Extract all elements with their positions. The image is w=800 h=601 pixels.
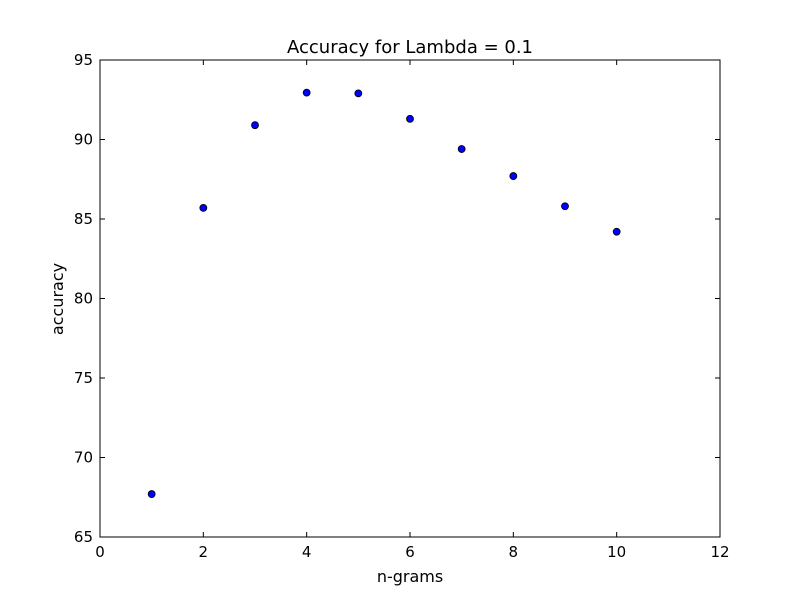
x-axis-label: n-grams [377,567,443,586]
axis-ticks-layer: 0 2 4 6 8 10 12 65 70 75 80 85 90 95 [74,51,730,561]
y-tick-label: 95 [74,51,93,69]
data-point [199,203,208,212]
data-point [302,88,311,97]
x-tick-label: 8 [509,543,519,561]
x-tick-label: 12 [710,543,729,561]
y-tick-label: 75 [74,369,93,387]
y-tick-label: 90 [74,131,93,149]
x-tick-label: 0 [95,543,105,561]
data-point [561,202,569,211]
x-tick-label: 4 [302,543,312,561]
y-tick-label: 80 [74,290,93,308]
data-point [509,172,518,180]
plot-area-frame [99,59,721,538]
data-points-layer [147,88,621,498]
data-point [457,145,466,153]
y-tick-label: 65 [74,528,93,546]
y-tick-label: 70 [74,449,93,467]
data-point [354,89,363,98]
x-tick-label: 10 [607,543,626,561]
chart-title: Accuracy for Lambda = 0.1 [287,37,533,58]
x-tick-label: 2 [199,543,209,561]
x-tick-label: 6 [405,543,415,561]
data-point [147,490,156,498]
y-tick-label: 85 [74,210,93,228]
y-axis-label: accuracy [48,263,67,335]
data-point [251,121,259,130]
data-point [612,227,621,236]
data-point [406,114,414,123]
